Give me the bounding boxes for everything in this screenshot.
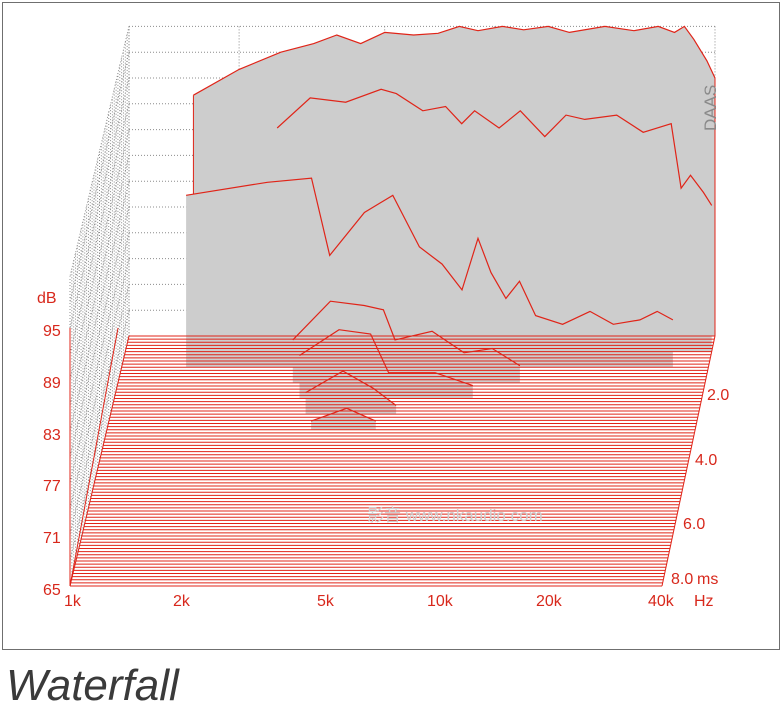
z-tick-label: 2.0 bbox=[707, 387, 729, 404]
side-grid-line bbox=[69, 52, 130, 303]
slice-curve bbox=[299, 329, 473, 387]
slice-curve bbox=[276, 88, 713, 206]
z-unit-label: ms bbox=[697, 571, 718, 588]
slice-curve bbox=[193, 25, 716, 96]
z-tick-label: 6.0 bbox=[683, 516, 705, 533]
x-tick-label: 5k bbox=[317, 593, 335, 610]
waterfall-plot: dB 95 89 83 77 71 65 1k 2k 5k 10k 20k 40… bbox=[37, 25, 729, 610]
x-tick-label: 40k bbox=[648, 593, 675, 610]
y-unit-label: dB bbox=[37, 290, 57, 307]
side-grid-line bbox=[69, 103, 130, 354]
x-tick-label: 2k bbox=[173, 593, 191, 610]
side-grid-line bbox=[69, 310, 130, 561]
x-tick-label: 10k bbox=[427, 593, 454, 610]
y-tick-label: 77 bbox=[43, 478, 61, 495]
x-unit-label: Hz bbox=[694, 593, 714, 610]
slice-fill bbox=[186, 178, 673, 368]
x-tick-label: 1k bbox=[64, 593, 82, 610]
y-tick-label: 89 bbox=[43, 375, 61, 392]
side-grid-line bbox=[69, 26, 130, 277]
side-grid-line bbox=[69, 181, 130, 432]
floor-right-edge bbox=[661, 335, 716, 587]
y-tick-label: 83 bbox=[43, 427, 61, 444]
z-tick-label: 8.0 bbox=[671, 571, 693, 588]
waterfall-slices bbox=[186, 25, 716, 430]
page-caption: Waterfall bbox=[6, 661, 179, 710]
x-tick-label: 20k bbox=[536, 593, 563, 610]
z-tick-label: 4.0 bbox=[695, 452, 717, 469]
side-grid-line bbox=[69, 155, 130, 406]
slice-curve bbox=[292, 300, 521, 367]
side-grid-line bbox=[69, 258, 130, 509]
side-grid-line bbox=[69, 284, 130, 535]
side-grid-line bbox=[69, 206, 130, 458]
y-tick-label: 71 bbox=[43, 530, 61, 547]
side-grid-line bbox=[69, 129, 130, 380]
side-grid-line bbox=[69, 77, 130, 329]
time-floor-lines bbox=[69, 327, 716, 587]
brand-logo-text: DAAS bbox=[701, 85, 720, 131]
floor-left-edge bbox=[69, 335, 130, 587]
slice-fill bbox=[311, 408, 376, 430]
watermark-text: 影音 www.nkaudio.com bbox=[367, 506, 543, 525]
depth-axis-line bbox=[69, 327, 119, 587]
y-tick-label: 95 bbox=[43, 323, 61, 340]
y-tick-label: 65 bbox=[43, 582, 61, 599]
slice-curve bbox=[186, 177, 674, 325]
chart-frame: dB 95 89 83 77 71 65 1k 2k 5k 10k 20k 40… bbox=[2, 2, 780, 650]
side-grid-line bbox=[69, 232, 130, 483]
